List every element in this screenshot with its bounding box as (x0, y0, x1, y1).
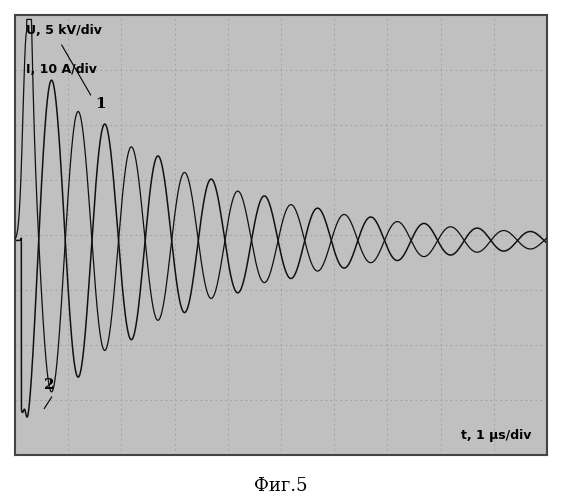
Text: 2: 2 (44, 378, 55, 392)
Text: t, 1 μs/div: t, 1 μs/div (461, 429, 531, 442)
Text: I, 10 A/div: I, 10 A/div (26, 64, 97, 76)
Text: Фиг.5: Фиг.5 (254, 477, 308, 495)
Text: U, 5 kV/div: U, 5 kV/div (26, 24, 102, 37)
Text: 1: 1 (95, 98, 106, 112)
